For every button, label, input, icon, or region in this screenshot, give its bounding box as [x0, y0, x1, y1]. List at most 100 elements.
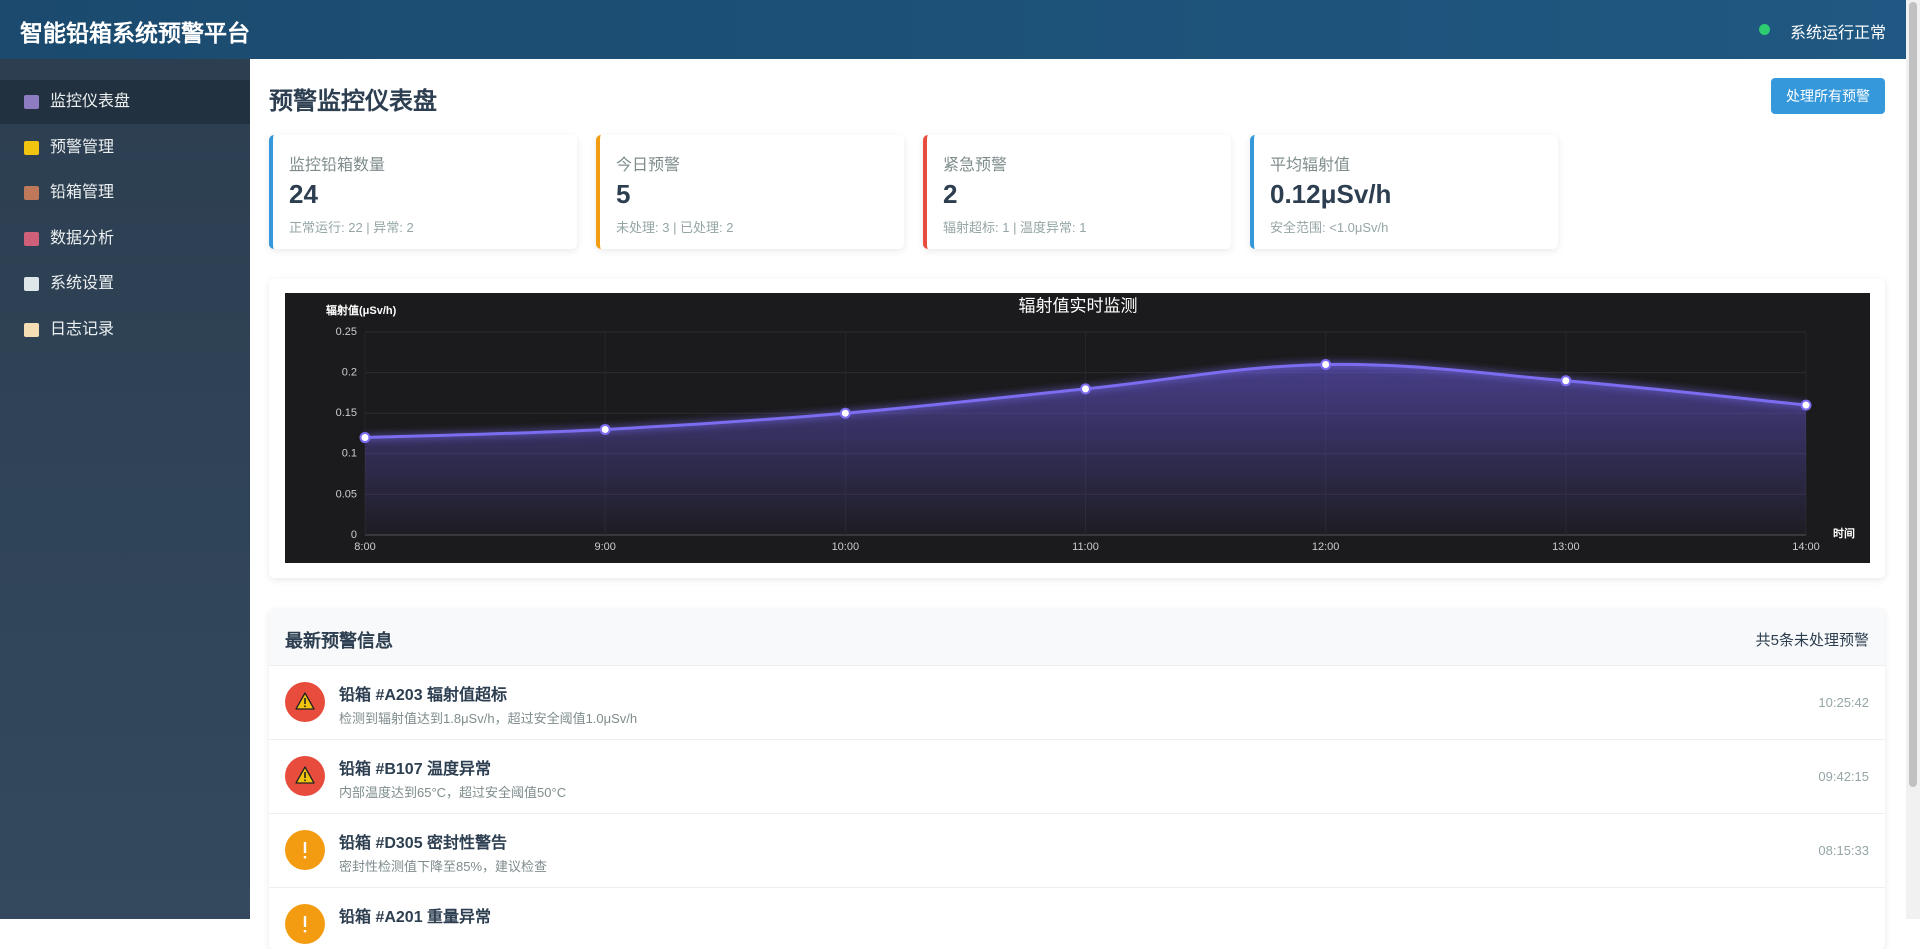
stat-card: 平均辐射值 0.12μSv/h 安全范围: <1.0μSv/h [1250, 135, 1558, 249]
alerts-summary: 共5条未处理预警 [1755, 632, 1869, 649]
icon-dot [303, 856, 307, 859]
alerts-panel: 最新预警信息 共5条未处理预警 铅箱 #A203 辐射值超标检测到辐射值达到1.… [269, 609, 1885, 949]
point [839, 407, 851, 419]
app-title: 智能铅箱系统预警平台 [20, 20, 250, 46]
nav-item[interactable]: 预警管理 [0, 126, 250, 170]
alert-icon [285, 830, 325, 870]
x-axis-title: 时间 [1833, 526, 1855, 540]
point [1800, 399, 1812, 411]
icon-bar [304, 698, 306, 704]
y-tick-label: 0.05 [336, 488, 357, 500]
y-tick-label: 0.2 [342, 367, 357, 379]
nav-icon [24, 322, 39, 337]
status-dot [1759, 24, 1770, 35]
stat-detail: 安全范围: <1.0μSv/h [1270, 220, 1389, 235]
stat-value: 5 [616, 179, 631, 209]
alerts-title: 最新预警信息 [285, 631, 393, 651]
icon-dot [304, 705, 306, 708]
y-tick-label: 0.25 [336, 326, 357, 338]
header: 智能铅箱系统预警平台 系统运行正常 [0, 0, 1920, 59]
point [599, 423, 611, 435]
alert-item[interactable]: 铅箱 #B107 温度异常内部温度达到65°C，超过安全阈值50°C 09:42:… [269, 740, 1885, 814]
alert-description: 内部温度达到65°C，超过安全阈值50°C [339, 785, 567, 800]
area [365, 364, 1806, 535]
y-axis-title: 辐射值(μSv/h) [326, 303, 397, 317]
chart: 辐射值实时监测 辐射值(μSv/h) 时间 0 0.05 0.1 0.15 0.2 0.2… [285, 293, 1870, 563]
point [1320, 358, 1332, 370]
nav-label: 数据分析 [50, 229, 115, 247]
point [1560, 375, 1572, 387]
alert-description: 检测到辐射值达到1.8μSv/h，超过安全阈值1.0μSv/h [339, 711, 638, 726]
x-tick-label: 10:00 [832, 541, 860, 553]
alert-icon [285, 904, 325, 944]
stat-label: 监控铅箱数量 [289, 157, 386, 174]
nav-item[interactable]: 日志记录 [0, 308, 250, 352]
y-tick-label: 0 [351, 529, 357, 541]
page-title: 预警监控仪表盘 [269, 88, 437, 115]
main: 预警监控仪表盘 处理所有预警 辐射值实时监测 辐射值(μSv/h) 时间 0 0.… [250, 59, 1906, 949]
nav-label: 铅箱管理 [50, 184, 115, 201]
alert-title: 铅箱 #B107 温度异常 [339, 761, 492, 778]
alert-time: 10:25:42 [1818, 695, 1869, 710]
icon-dot [304, 779, 306, 782]
alert-title: 铅箱 #D305 密封性警告 [339, 835, 508, 852]
alert-title: 铅箱 #A201 重量异常 [339, 909, 492, 926]
x-tick-label: 8:00 [354, 541, 375, 553]
nav-icon [24, 140, 39, 155]
icon-dot [303, 930, 307, 933]
point [359, 432, 371, 444]
process-button[interactable]: 处理所有预警 [1771, 78, 1885, 114]
alert-time: 08:15:33 [1818, 843, 1869, 858]
nav-label: 预警管理 [50, 138, 115, 156]
alert-description: 密封性检测值下降至85%，建议检查 [339, 859, 548, 874]
alerts-header: 最新预警信息 共5条未处理预警 [269, 609, 1885, 666]
alert-icon [285, 682, 325, 722]
stat-card: 紧急预警 2 辐射超标: 1 | 温度异常: 1 [923, 135, 1231, 249]
nav-item[interactable]: 监控仪表盘 [0, 80, 250, 124]
y-tick-label: 0.1 [342, 448, 357, 460]
nav-label: 系统设置 [50, 275, 115, 292]
nav-item[interactable]: 数据分析 [0, 217, 250, 261]
stat-value: 0.12μSv/h [1270, 179, 1392, 209]
status: 系统运行正常 [1789, 25, 1886, 42]
alert-title: 铅箱 #A203 辐射值超标 [339, 687, 508, 704]
nav-item[interactable]: 系统设置 [0, 262, 250, 306]
stat-label: 紧急预警 [943, 157, 1008, 174]
icon-bar [303, 916, 307, 927]
scroll-thumb [1909, 2, 1917, 787]
stat-card: 今日预警 5 未处理: 3 | 已处理: 2 [596, 135, 904, 249]
nav-label: 日志记录 [50, 320, 115, 338]
nav-icon [24, 95, 39, 109]
sidebar: 监控仪表盘预警管理铅箱管理数据分析系统设置日志记录 [0, 59, 250, 919]
chart-card: 辐射值实时监测 辐射值(μSv/h) 时间 0 0.05 0.1 0.15 0.2 0.2… [269, 279, 1885, 578]
nav-icon [24, 186, 39, 200]
stat-value: 2 [943, 179, 958, 209]
y-tick-label: 0.15 [336, 407, 357, 419]
nav-item[interactable]: 铅箱管理 [0, 171, 250, 215]
x-tick-label: 11:00 [1072, 541, 1099, 553]
alert-time: 09:42:15 [1818, 769, 1869, 784]
alert-item[interactable]: 铅箱 #A203 辐射值超标检测到辐射值达到1.8μSv/h，超过安全阈值1.0… [269, 666, 1885, 740]
stat-detail: 正常运行: 22 | 异常: 2 [289, 220, 414, 235]
icon-bar [304, 772, 306, 778]
icon-bar [303, 842, 307, 853]
alert-icon [285, 756, 325, 796]
point [1080, 383, 1091, 395]
chart-title: 辐射值实时监测 [1019, 296, 1138, 315]
nav-icon [24, 277, 39, 291]
stat-label: 平均辐射值 [1270, 157, 1351, 174]
stat-card: 监控铅箱数量 24 正常运行: 22 | 异常: 2 [269, 135, 577, 249]
x-tick-label: 13:00 [1552, 541, 1580, 553]
nav-label: 监控仪表盘 [50, 93, 131, 110]
nav-icon [24, 231, 39, 246]
stat-label: 今日预警 [616, 157, 681, 174]
x-tick-label: 12:00 [1312, 541, 1340, 553]
stat-detail: 未处理: 3 | 已处理: 2 [616, 220, 734, 235]
scrollbar [1906, 0, 1920, 919]
x-tick-label: 14:00 [1792, 541, 1820, 553]
stat-detail: 辐射超标: 1 | 温度异常: 1 [943, 220, 1087, 235]
alert-item[interactable]: 铅箱 #D305 密封性警告密封性检测值下降至85%，建议检查 08:15:33 [269, 814, 1885, 888]
x-tick-label: 9:00 [594, 541, 615, 553]
stat-value: 24 [289, 179, 318, 209]
